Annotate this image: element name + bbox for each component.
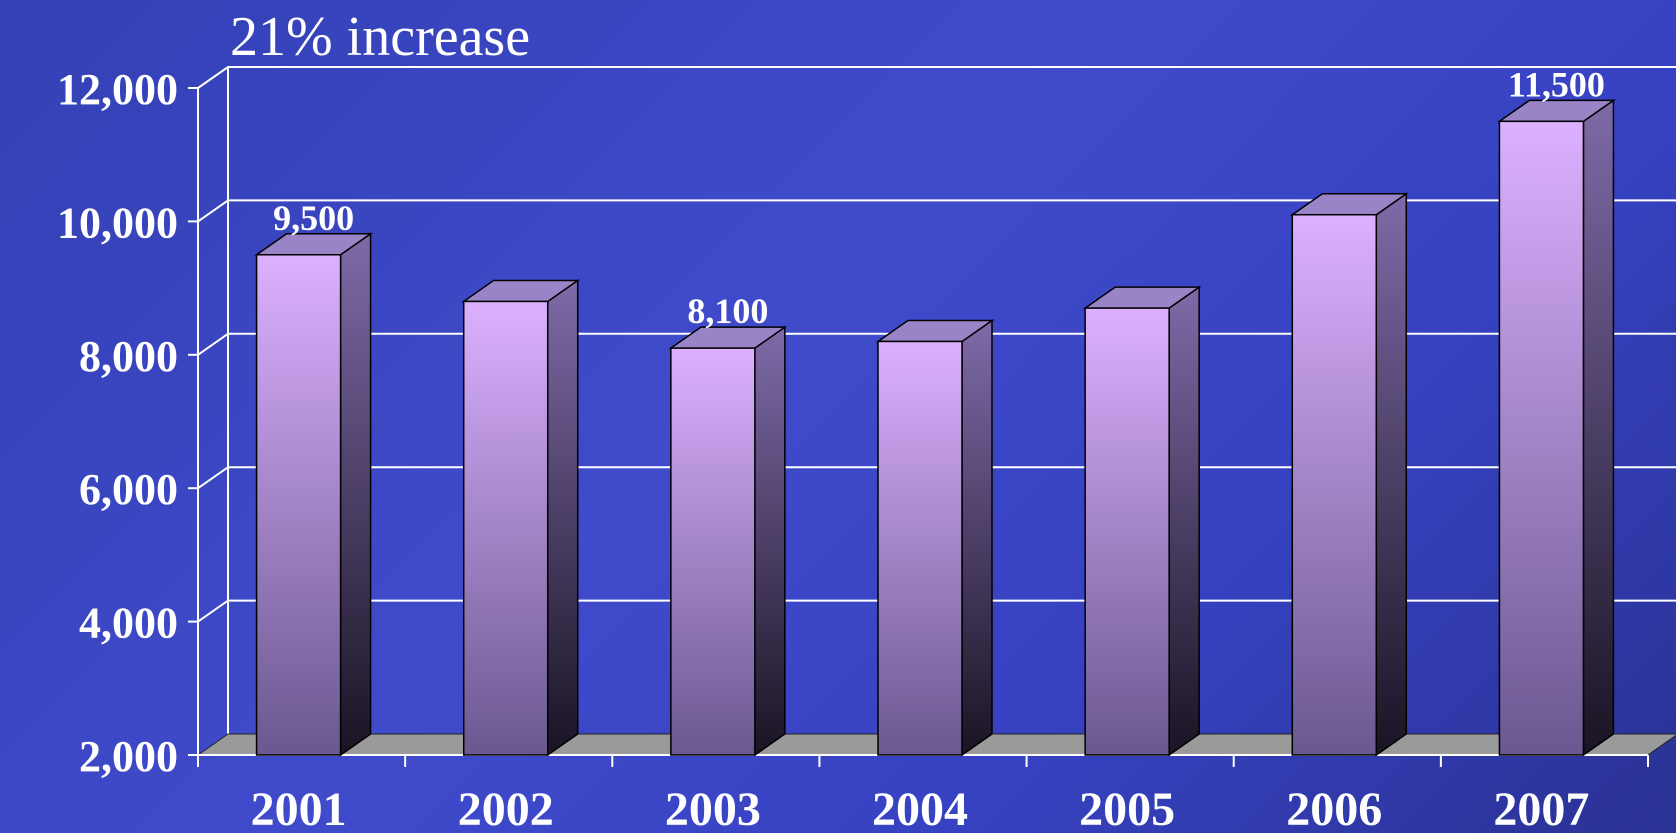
y-tick-label: 8,000 — [79, 332, 178, 381]
bar-side — [546, 278, 579, 757]
data-label: 9,500 — [273, 198, 354, 238]
x-tick-label: 2007 — [1493, 783, 1589, 833]
labels: 2,000 4,000 6,000 8,000 10,000 12,000 2001 9,50… — [57, 64, 1605, 833]
gridline — [197, 199, 1676, 223]
bar-front — [255, 254, 342, 756]
chart-title: 21% increase — [230, 6, 530, 68]
bar-side — [754, 325, 786, 757]
y-tick-label: 2,000 — [79, 732, 178, 781]
x-tick-label: 2002 — [458, 783, 554, 833]
gridline — [197, 66, 1676, 89]
bar-front — [1291, 213, 1378, 756]
bar-front — [670, 347, 756, 756]
bar-2001 — [254, 232, 373, 757]
x-tick-label: 2004 — [872, 783, 968, 833]
bar-2007 — [1497, 98, 1616, 757]
y-tick-label: 10,000 — [57, 198, 178, 247]
x-tick-label: 2005 — [1079, 783, 1175, 833]
bar-2005 — [1082, 285, 1202, 757]
y-tick-label: 4,000 — [79, 599, 178, 648]
bar-side — [339, 232, 372, 757]
bar-side — [1375, 192, 1408, 757]
bar-side — [1168, 285, 1200, 757]
y-tick-label: 6,000 — [79, 465, 178, 514]
bar-2003 — [668, 325, 788, 757]
bar-2006 — [1289, 192, 1409, 757]
data-label: 8,100 — [687, 291, 768, 331]
bar-front — [877, 340, 963, 756]
x-tick-label: 2003 — [665, 783, 761, 833]
x-tick-label: 2006 — [1286, 783, 1382, 833]
bars — [254, 98, 1616, 757]
bar-front — [1498, 120, 1585, 756]
bar-side — [961, 319, 993, 757]
y-tick-label: 12,000 — [57, 65, 178, 114]
data-label: 11,500 — [1508, 64, 1605, 104]
bar-front — [1084, 307, 1170, 756]
bar-2004 — [875, 319, 995, 757]
bar-front — [462, 300, 549, 756]
x-tick-label: 2001 — [251, 783, 347, 833]
bar-2002 — [461, 278, 581, 757]
bar-side — [1582, 98, 1615, 757]
